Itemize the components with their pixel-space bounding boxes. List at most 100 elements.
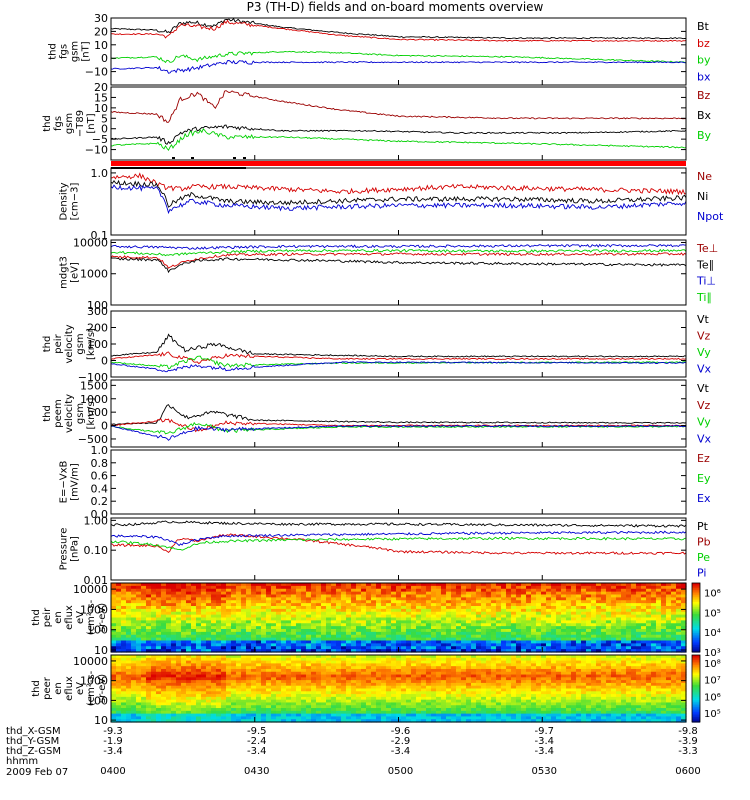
spectrogram-cell (136, 600, 142, 604)
spectrogram-cell (351, 680, 357, 684)
spectrogram-cell (406, 660, 412, 664)
spectrogram-cell (251, 591, 257, 596)
spectrogram-cell (586, 611, 592, 616)
spectrogram-cell (211, 614, 217, 619)
spectrogram-cell (386, 657, 392, 662)
spectrogram-cell (476, 716, 482, 720)
spectrogram-cell (391, 634, 397, 639)
spectrogram-cell (216, 649, 222, 653)
spectrogram-cell (376, 643, 382, 647)
spectrogram-cell (126, 588, 132, 593)
spectrogram-cell (181, 671, 187, 676)
spectrogram-cell (431, 597, 437, 601)
spectrogram-cell (131, 588, 137, 593)
spectrogram-cell (111, 696, 117, 701)
spectrogram-cell (221, 682, 227, 687)
spectrogram-cell (681, 594, 687, 598)
series-line-bx (110, 60, 687, 74)
spectrogram-cell (411, 600, 417, 604)
spectrogram-cell (456, 585, 462, 590)
spectrogram-cell (496, 671, 502, 676)
spectrogram-cell (231, 614, 237, 619)
spectrogram-cell (201, 674, 207, 678)
spectrogram-cell (386, 611, 392, 616)
y-tick-label: 0.1 (91, 229, 109, 242)
spectrogram-cell (401, 708, 407, 712)
spectrogram-cell (616, 614, 622, 619)
spectrogram-cell (666, 623, 672, 627)
spectrogram-cell (386, 719, 392, 723)
spectrogram-cell (206, 637, 212, 642)
y-tick-label: 0 (101, 355, 108, 368)
spectrogram-cell (501, 663, 507, 667)
spectrogram-cell (256, 634, 262, 639)
spectrogram-cell (671, 637, 677, 642)
spectrogram-cell (196, 713, 202, 718)
spectrogram-cell (561, 620, 567, 624)
spectrogram-cell (461, 588, 467, 593)
spectrogram-cell (411, 585, 417, 590)
spectrogram-cell (111, 626, 117, 630)
spectrogram-cell (506, 649, 512, 653)
spectrogram-cell (546, 606, 552, 610)
spectrogram-cell (246, 713, 252, 718)
spectrogram-cell (481, 643, 487, 647)
spectrogram-cell (236, 702, 242, 706)
spectrogram-cell (441, 637, 447, 642)
spectrogram-cell (601, 585, 607, 590)
spectrogram-cell (276, 631, 282, 636)
spectrogram-cell (431, 710, 437, 715)
spectrogram-cell (316, 710, 322, 715)
spectrogram-cell (141, 719, 147, 723)
colorbar-step (692, 643, 700, 646)
y-tick-label: 30 (94, 12, 108, 25)
spectrogram-cell (616, 585, 622, 590)
spectrogram-cell (356, 594, 362, 598)
spectrogram-cell (231, 617, 237, 621)
spectrogram-cell (166, 702, 172, 706)
spectrogram-cell (496, 696, 502, 701)
spectrogram-cell (301, 640, 307, 644)
spectrogram-cell (171, 702, 177, 706)
spectrogram-cell (131, 716, 137, 720)
spectrogram-cell (521, 600, 527, 604)
spectrogram-cell (156, 626, 162, 630)
spectrogram-cell (271, 620, 277, 624)
spectrogram-cell (481, 680, 487, 684)
spectrogram-cell (141, 585, 147, 590)
spectrogram-cell (326, 608, 332, 613)
spectrogram-cell (186, 691, 192, 695)
spectrogram-cell (526, 597, 532, 601)
spectrogram-cell (426, 694, 432, 698)
y-axis-label-line: −T89 (75, 110, 86, 137)
spectrogram-cell (151, 655, 157, 659)
spectrogram-cell (436, 646, 442, 650)
spectrogram-cell (416, 588, 422, 593)
y-tick-label: 20 (94, 81, 108, 94)
y-axis-label-line: peir (53, 333, 64, 353)
spectrogram-cell (361, 626, 367, 630)
spectrogram-cell (271, 702, 277, 706)
spectrogram-cell (481, 705, 487, 709)
spectrogram-cell (341, 585, 347, 590)
spectrogram-cell (426, 666, 432, 670)
spectrogram-cell (411, 688, 417, 692)
spectrogram-cell (341, 699, 347, 704)
spectrogram-cell (456, 719, 462, 723)
spectrogram-cell (131, 637, 137, 642)
spectrogram-cell (501, 606, 507, 610)
spectrogram-cell (256, 696, 262, 701)
spectrogram-cell (431, 719, 437, 723)
spectrogram-cell (361, 719, 367, 723)
spectrogram-cell (296, 680, 302, 684)
spectrogram-cell (326, 629, 332, 633)
spectrogram-cell (456, 591, 462, 596)
spectrogram-cell (476, 583, 482, 587)
spectrogram-cell (201, 660, 207, 664)
spectrogram-cell (271, 682, 277, 687)
spectrogram-cell (246, 608, 252, 613)
spectrogram-cell (336, 680, 342, 684)
spectrogram-cell (496, 713, 502, 718)
spectrogram-cell (481, 710, 487, 715)
spectrogram-cell (586, 640, 592, 644)
